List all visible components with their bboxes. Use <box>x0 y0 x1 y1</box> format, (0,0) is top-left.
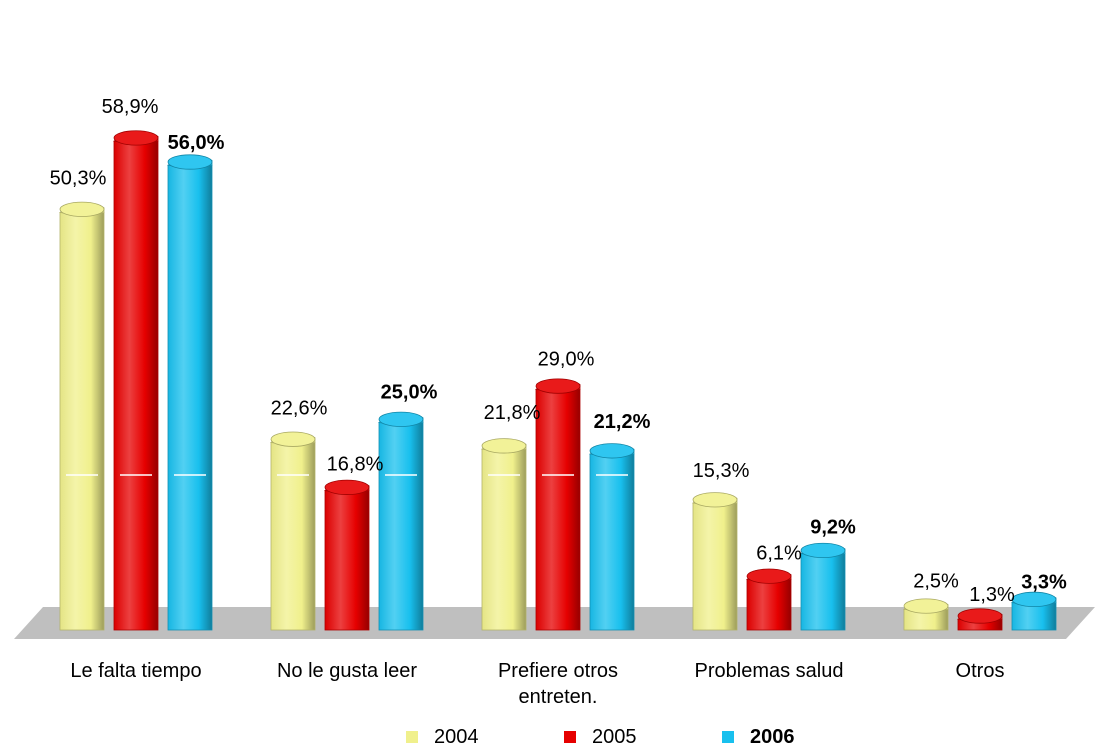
category-label-0: Le falta tiempo <box>70 660 201 682</box>
data-label-2005-2: 29,0% <box>538 348 595 370</box>
category-ticks-group: Le falta tiempo No le gusta leer Prefiere … <box>70 660 1004 708</box>
bar-2005-3 <box>746 568 792 631</box>
bar-2006-1 <box>378 411 424 631</box>
category-label-3: Problemas salud <box>695 660 844 682</box>
legend-item-2005: 2005 <box>564 726 637 748</box>
category-label-2: Prefiere otros entreten. <box>498 660 618 708</box>
bar-2004-4 <box>903 598 949 631</box>
bar-2006-0 <box>167 154 213 631</box>
bar-2004-3 <box>692 492 738 631</box>
category-label-1: No le gusta leer <box>277 660 417 682</box>
bar-2004-1 <box>270 431 316 631</box>
bar-2005-2 <box>535 378 581 631</box>
bar-2005-0 <box>113 130 159 631</box>
data-label-2004-2: 21,8% <box>484 402 541 424</box>
legend-label: 2004 <box>434 726 479 748</box>
data-label-2005-0: 58,9% <box>102 96 159 118</box>
legend-item-2004: 2004 <box>406 726 479 748</box>
data-label-2004-4: 2,5% <box>913 570 959 592</box>
legend-swatch <box>406 731 418 743</box>
bar-2005-1 <box>324 479 370 631</box>
data-label-2006-2: 21,2% <box>594 411 651 433</box>
data-label-2006-0: 56,0% <box>168 132 225 154</box>
data-labels-group: 50,3% 58,9% 56,0% 22,6% 16,8% 25,0% 21,8% 29,0%… <box>50 96 1067 606</box>
legend-swatch <box>564 731 576 743</box>
bars-group <box>59 130 1057 631</box>
data-label-2004-3: 15,3% <box>693 460 750 482</box>
bar-2005-4 <box>957 608 1003 631</box>
legend-label: 2006 <box>750 726 795 748</box>
data-label-2004-0: 50,3% <box>50 168 107 190</box>
data-label-2006-3: 9,2% <box>810 517 856 539</box>
data-label-2006-1: 25,0% <box>381 382 438 404</box>
legend-item-2006: 2006 <box>722 726 795 748</box>
bar-2006-2 <box>589 443 635 631</box>
bar-2006-4 <box>1011 591 1057 631</box>
legend-swatch <box>722 731 734 743</box>
bar-2004-0 <box>59 201 105 631</box>
data-label-2005-3: 6,1% <box>756 542 802 564</box>
data-label-2005-1: 16,8% <box>327 454 384 476</box>
data-label-2005-4: 1,3% <box>969 584 1015 606</box>
legend-label: 2005 <box>592 726 637 748</box>
category-label-4: Otros <box>956 660 1005 682</box>
data-label-2006-4: 3,3% <box>1021 572 1067 594</box>
legend: 2004 2005 2006 <box>406 726 795 748</box>
bar-2006-3 <box>800 542 846 631</box>
bar-2004-2 <box>481 438 527 631</box>
data-label-2004-1: 22,6% <box>271 397 328 419</box>
